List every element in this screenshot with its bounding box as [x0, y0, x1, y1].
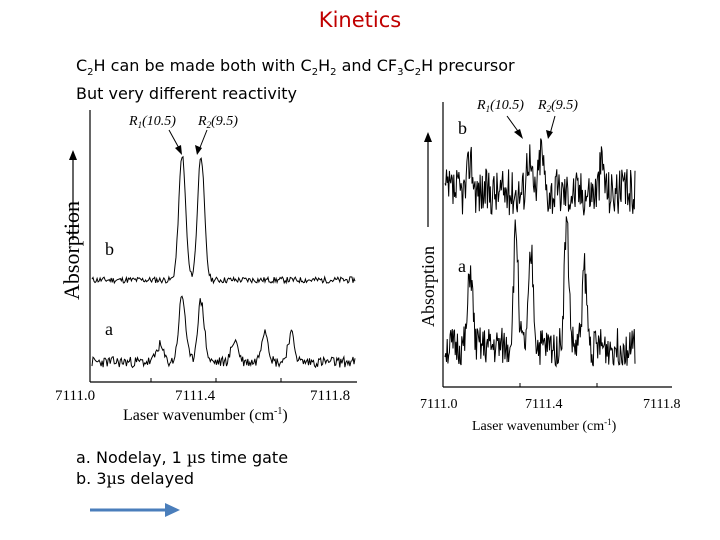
right-tick-0: 7111.0 — [420, 397, 457, 412]
right-trace-b — [444, 138, 636, 216]
left-tick-1: 7111.4 — [175, 388, 216, 404]
right-trace-label-b: b — [458, 118, 467, 138]
left-tick-0: 7111.0 — [55, 388, 95, 404]
left-trace-a — [91, 295, 356, 369]
right-tick-2: 7111.8 — [643, 397, 680, 412]
right-r1-label: R1(10.5) — [476, 98, 524, 114]
intro-line-1: C2H can be made both with C2H2 and CF3C2… — [76, 56, 515, 79]
right-ylabel: Absorption — [418, 246, 438, 327]
right-tick-1: 7111.4 — [525, 397, 562, 412]
left-ylabel: Absorption — [59, 201, 84, 300]
left-r1-label: R1(10.5) — [128, 114, 176, 130]
left-trace-label-b: b — [105, 239, 114, 259]
left-r2-label: R2(9.5) — [197, 114, 238, 130]
left-xlabel: Laser wavenumber (cm-1) — [123, 406, 288, 424]
right-trace-a — [444, 216, 636, 368]
slide-title: Kinetics — [318, 8, 402, 32]
figure-right: b a R1(10.5) R2(9.5) Absorption 7111.0 7… — [418, 98, 680, 434]
note-b: b. 3µs delayed — [76, 469, 195, 488]
intro-line-2: But very different reactivity — [76, 84, 298, 103]
figure-left: b a R1(10.5) R2(9.5) Absorption 7111.0 7… — [55, 110, 357, 424]
right-r2-label: R2(9.5) — [537, 98, 578, 114]
right-trace-label-a: a — [458, 256, 466, 276]
left-trace-label-a: a — [105, 319, 113, 339]
blue-arrow-icon — [90, 503, 180, 517]
right-r2-arrow — [549, 115, 556, 135]
left-trace-b — [91, 155, 356, 285]
left-tick-2: 7111.8 — [310, 388, 350, 404]
note-a: a. Nodelay, 1 µs time gate — [76, 448, 289, 467]
left-r2-arrow — [198, 129, 208, 151]
right-xlabel: Laser wavenumber (cm-1) — [472, 417, 617, 434]
